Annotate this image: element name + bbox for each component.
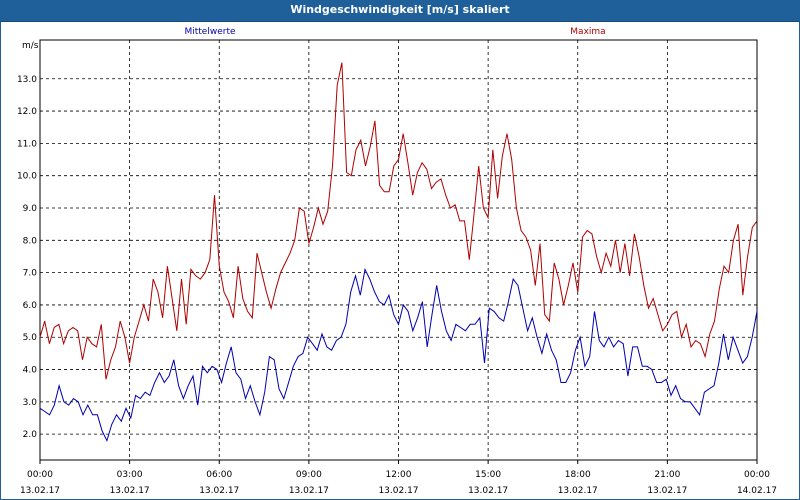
x-tick-date: 13.02.17 [647, 486, 687, 496]
x-tick-time: 03:00 [117, 470, 143, 480]
legend-mittelwerte: Mittelwerte [184, 27, 235, 37]
series-line-mittelwerte [39, 267, 758, 442]
y-tick-label: 5.0 [23, 333, 38, 343]
y-axis-ticks: 2.0 3.0 4.0 5.0 6.0 7.0 8.0 9.0 10.0 11.0 12.0 13.0 [17, 75, 37, 440]
y-tick-label: 2.0 [23, 430, 38, 440]
x-tick-date: 13.02.17 [199, 486, 239, 496]
grid-lines [40, 40, 757, 460]
x-tick-time: 18:00 [565, 470, 591, 480]
y-tick-label: 3.0 [23, 398, 38, 408]
x-axis-ticks: 00:00 13.02.17 03:00 13.02.17 06:00 13.02.17 0… [20, 460, 777, 496]
x-tick-date: 13.02.17 [289, 486, 329, 496]
x-tick-time: 15:00 [475, 470, 501, 480]
y-tick-label: 8.0 [23, 236, 38, 246]
x-tick-time: 12:00 [386, 470, 412, 480]
x-tick-date: 13.02.17 [110, 486, 150, 496]
x-tick-date: 13.02.17 [468, 486, 508, 496]
window-title: Windgeschwindigkeit [m/s] skaliert [290, 3, 510, 16]
x-tick-time: 09:00 [296, 470, 322, 480]
y-tick-label: 13.0 [17, 75, 37, 85]
window-titlebar: Windgeschwindigkeit [m/s] skaliert [0, 0, 800, 22]
y-axis-label: m/s [22, 41, 39, 51]
x-tick-date: 13.02.17 [20, 486, 60, 496]
x-tick-time: 06:00 [206, 470, 232, 480]
y-tick-label: 4.0 [23, 366, 38, 376]
y-tick-label: 6.0 [23, 301, 38, 311]
series-line-maxima [39, 62, 758, 380]
x-tick-time: 00:00 [27, 470, 53, 480]
x-tick-date: 13.02.17 [558, 486, 598, 496]
x-tick-date: 14.02.17 [737, 486, 777, 496]
x-tick-time: 00:00 [744, 470, 770, 480]
y-tick-label: 11.0 [17, 139, 37, 149]
y-tick-label: 10.0 [17, 172, 37, 182]
y-tick-label: 9.0 [23, 204, 38, 214]
y-tick-label: 12.0 [17, 107, 37, 117]
x-tick-date: 13.02.17 [378, 486, 418, 496]
legend-maxima: Maxima [570, 27, 605, 37]
y-tick-label: 7.0 [23, 269, 38, 279]
series-lines [39, 62, 758, 442]
x-tick-time: 21:00 [654, 470, 680, 480]
